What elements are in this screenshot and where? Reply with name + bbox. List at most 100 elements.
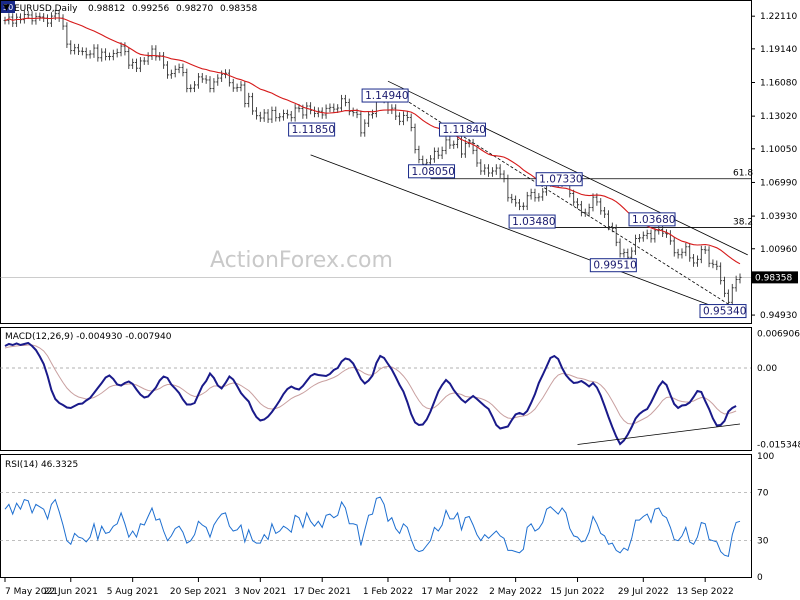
fib-level-label: 38.2 [733, 217, 753, 227]
price-bar [254, 107, 258, 120]
price-bar [185, 68, 189, 93]
price-label: 1.11840 [438, 122, 486, 137]
price-bar [618, 238, 622, 258]
price-tick-label: 1.13020 [760, 112, 797, 122]
price-bar [715, 260, 719, 271]
price-bar [309, 102, 313, 115]
price-bar [340, 94, 344, 112]
price-bar [401, 111, 405, 126]
trend-channel-line[interactable] [387, 80, 748, 256]
date-tick-label: 2 May 2022 [489, 587, 542, 597]
price-tick-label: 0.94930 [760, 311, 797, 321]
price-bar [723, 276, 727, 298]
price-bar [77, 43, 80, 56]
price-bar [463, 139, 467, 158]
macd-panel[interactable] [0, 327, 752, 451]
ohlc-high: 0.99256 [132, 4, 169, 14]
price-bar [278, 112, 282, 122]
date-tick-label: 17 Mar 2022 [421, 587, 478, 597]
price-bar [572, 189, 576, 206]
current-price-tag [752, 271, 798, 284]
price-header: 50 ▼ EURUSD,Daily 0.98812 0.99256 0.9827… [1, 1, 257, 14]
rsi-tick-label: 0 [757, 573, 763, 583]
price-bar [514, 195, 518, 207]
price-label: 1.14940 [361, 88, 409, 103]
price-bar [367, 110, 371, 128]
price-tick-label: 1.03930 [760, 212, 797, 222]
price-bar [587, 203, 591, 217]
macd-title: MACD(12,26,9) -0.004930 -0.007940 [5, 332, 172, 342]
price-bar [270, 106, 274, 123]
price-label: 0.95340 [699, 304, 747, 319]
trend-channel-line[interactable] [310, 154, 741, 317]
price-bar [216, 74, 220, 86]
svg-text:1.03680: 1.03680 [632, 214, 675, 226]
price-bar [131, 58, 135, 69]
price-bar [104, 48, 108, 61]
rsi-tick-label: 70 [757, 488, 769, 498]
price-bar [100, 48, 104, 62]
price-bar [138, 57, 142, 73]
price-bar [165, 61, 169, 79]
price-bar [541, 188, 545, 201]
date-tick-label: 20 Sep 2021 [170, 587, 227, 597]
svg-text:1.14940: 1.14940 [365, 90, 408, 102]
price-bar [336, 104, 340, 113]
price-label: 1.11850 [288, 122, 336, 137]
price-bar [676, 248, 680, 259]
price-bar [576, 198, 580, 209]
price-bar [413, 123, 417, 154]
price-bar [30, 11, 34, 25]
price-bar [266, 109, 270, 123]
price-bar [146, 52, 150, 65]
date-tick-label: 22 Jun 2021 [44, 587, 98, 597]
svg-text:1.11840: 1.11840 [442, 124, 485, 136]
rsi-panel[interactable] [0, 454, 752, 578]
price-bar [591, 193, 595, 212]
price-bar [537, 193, 541, 202]
price-bar [637, 234, 641, 243]
price-bar [111, 49, 115, 61]
price-bar [730, 283, 734, 307]
svg-text:1.11850: 1.11850 [292, 124, 335, 136]
price-bar [510, 193, 514, 204]
price-bar [193, 81, 197, 93]
price-bar [634, 234, 638, 255]
price-bar [502, 170, 506, 183]
price-bar [84, 47, 88, 59]
price-bar [606, 210, 610, 231]
price-bar [529, 188, 533, 200]
date-tick-label: 15 Jun 2022 [550, 587, 604, 597]
ohlc-open: 0.98812 [88, 4, 125, 14]
price-bar [699, 245, 703, 264]
price-bar [351, 107, 355, 117]
date-tick-label: 13 Sep 2022 [677, 587, 734, 597]
date-tick-label: 7 May 2021 [5, 587, 58, 597]
price-panel[interactable] [0, 0, 752, 324]
price-bar [599, 198, 603, 215]
date-tick-label: 5 Aug 2021 [107, 587, 159, 597]
price-bar [115, 48, 119, 58]
macd-trendline[interactable] [577, 423, 741, 445]
price-bar [92, 44, 96, 58]
price-bar [332, 103, 336, 113]
price-bar [293, 104, 297, 122]
price-bar [738, 273, 742, 284]
price-bar [305, 102, 309, 119]
price-bar [181, 63, 185, 77]
price-bar [359, 110, 363, 137]
price-bar [189, 84, 193, 93]
price-bar [135, 58, 139, 73]
price-bar [672, 237, 676, 257]
price-bar [448, 136, 452, 149]
price-bar [525, 191, 529, 211]
symbol-arrow-icon: ▼ [3, 3, 10, 13]
price-bar [220, 70, 224, 82]
price-bar [204, 75, 208, 84]
price-bar [65, 22, 69, 48]
price-bar [719, 262, 723, 285]
svg-text:1.03480: 1.03480 [512, 216, 555, 228]
price-bar [231, 78, 235, 92]
price-bar [239, 81, 243, 92]
